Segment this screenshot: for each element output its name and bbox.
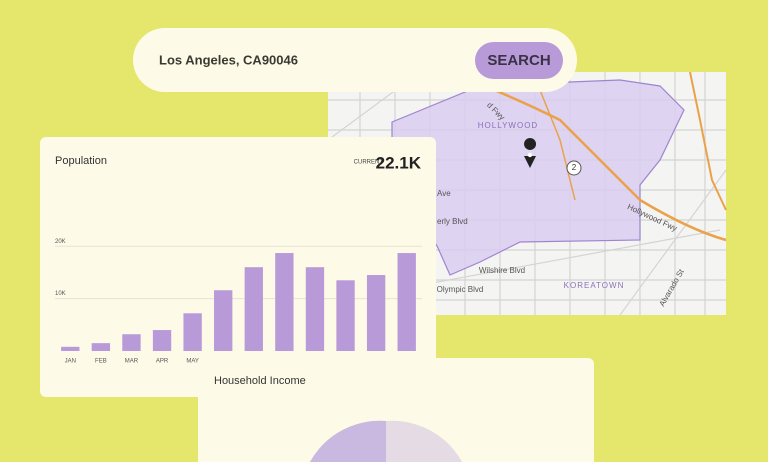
current-value: 22.1K	[376, 153, 422, 172]
pin	[524, 156, 536, 168]
pin	[524, 138, 537, 150]
y-tick-label: 20K	[55, 239, 66, 245]
pie-slice	[309, 420, 386, 462]
map-label: Wilshire Blvd	[479, 266, 525, 275]
route-number: 2	[572, 163, 577, 172]
bar	[152, 330, 172, 351]
bar	[397, 253, 416, 351]
route-shield	[566, 160, 582, 176]
card-background	[198, 358, 594, 462]
card-title: Population	[55, 155, 107, 167]
search-button-label: SEARCH	[487, 52, 550, 69]
x-tick-label: MAY	[186, 359, 199, 365]
pie-slice	[386, 420, 463, 462]
map-label: Ave	[437, 189, 451, 198]
population-card: Population CURRENT 22.1K 10K 20K JAN FEB MAR…	[40, 137, 436, 397]
map-label: Olympic Blvd	[437, 285, 484, 294]
bar	[183, 313, 202, 351]
current-label: CURRENT	[354, 160, 384, 166]
bar	[336, 280, 355, 351]
x-tick-label: FEB	[95, 359, 107, 365]
x-tick-label: APR	[156, 359, 169, 365]
map-label: HOLLYWOOD	[478, 121, 538, 130]
bar	[366, 275, 386, 351]
search-field[interactable]	[133, 28, 577, 92]
search-query: Los Angeles, CA90046	[159, 52, 298, 67]
bar	[244, 267, 263, 351]
y-tick-label: 10K	[55, 291, 66, 297]
search-bar: Los Angeles, CA90046 SEARCH	[133, 28, 577, 92]
x-tick-label: MAR	[125, 359, 139, 365]
freeway	[689, 71, 727, 211]
freeway	[469, 78, 727, 242]
road	[539, 89, 576, 201]
pin-dot	[527, 152, 533, 158]
card-title: Household Income	[214, 375, 306, 387]
search-button[interactable]	[475, 42, 563, 79]
map-label: KOREATOWN	[564, 281, 625, 290]
income-card: Household Income	[198, 358, 594, 462]
bar	[122, 334, 141, 351]
bar	[214, 290, 233, 351]
bar	[275, 253, 294, 351]
bar	[305, 267, 325, 351]
bar	[91, 343, 111, 351]
map-label: erly Blvd	[437, 217, 468, 226]
bar	[61, 346, 80, 351]
x-tick-label: JAN	[65, 359, 76, 365]
